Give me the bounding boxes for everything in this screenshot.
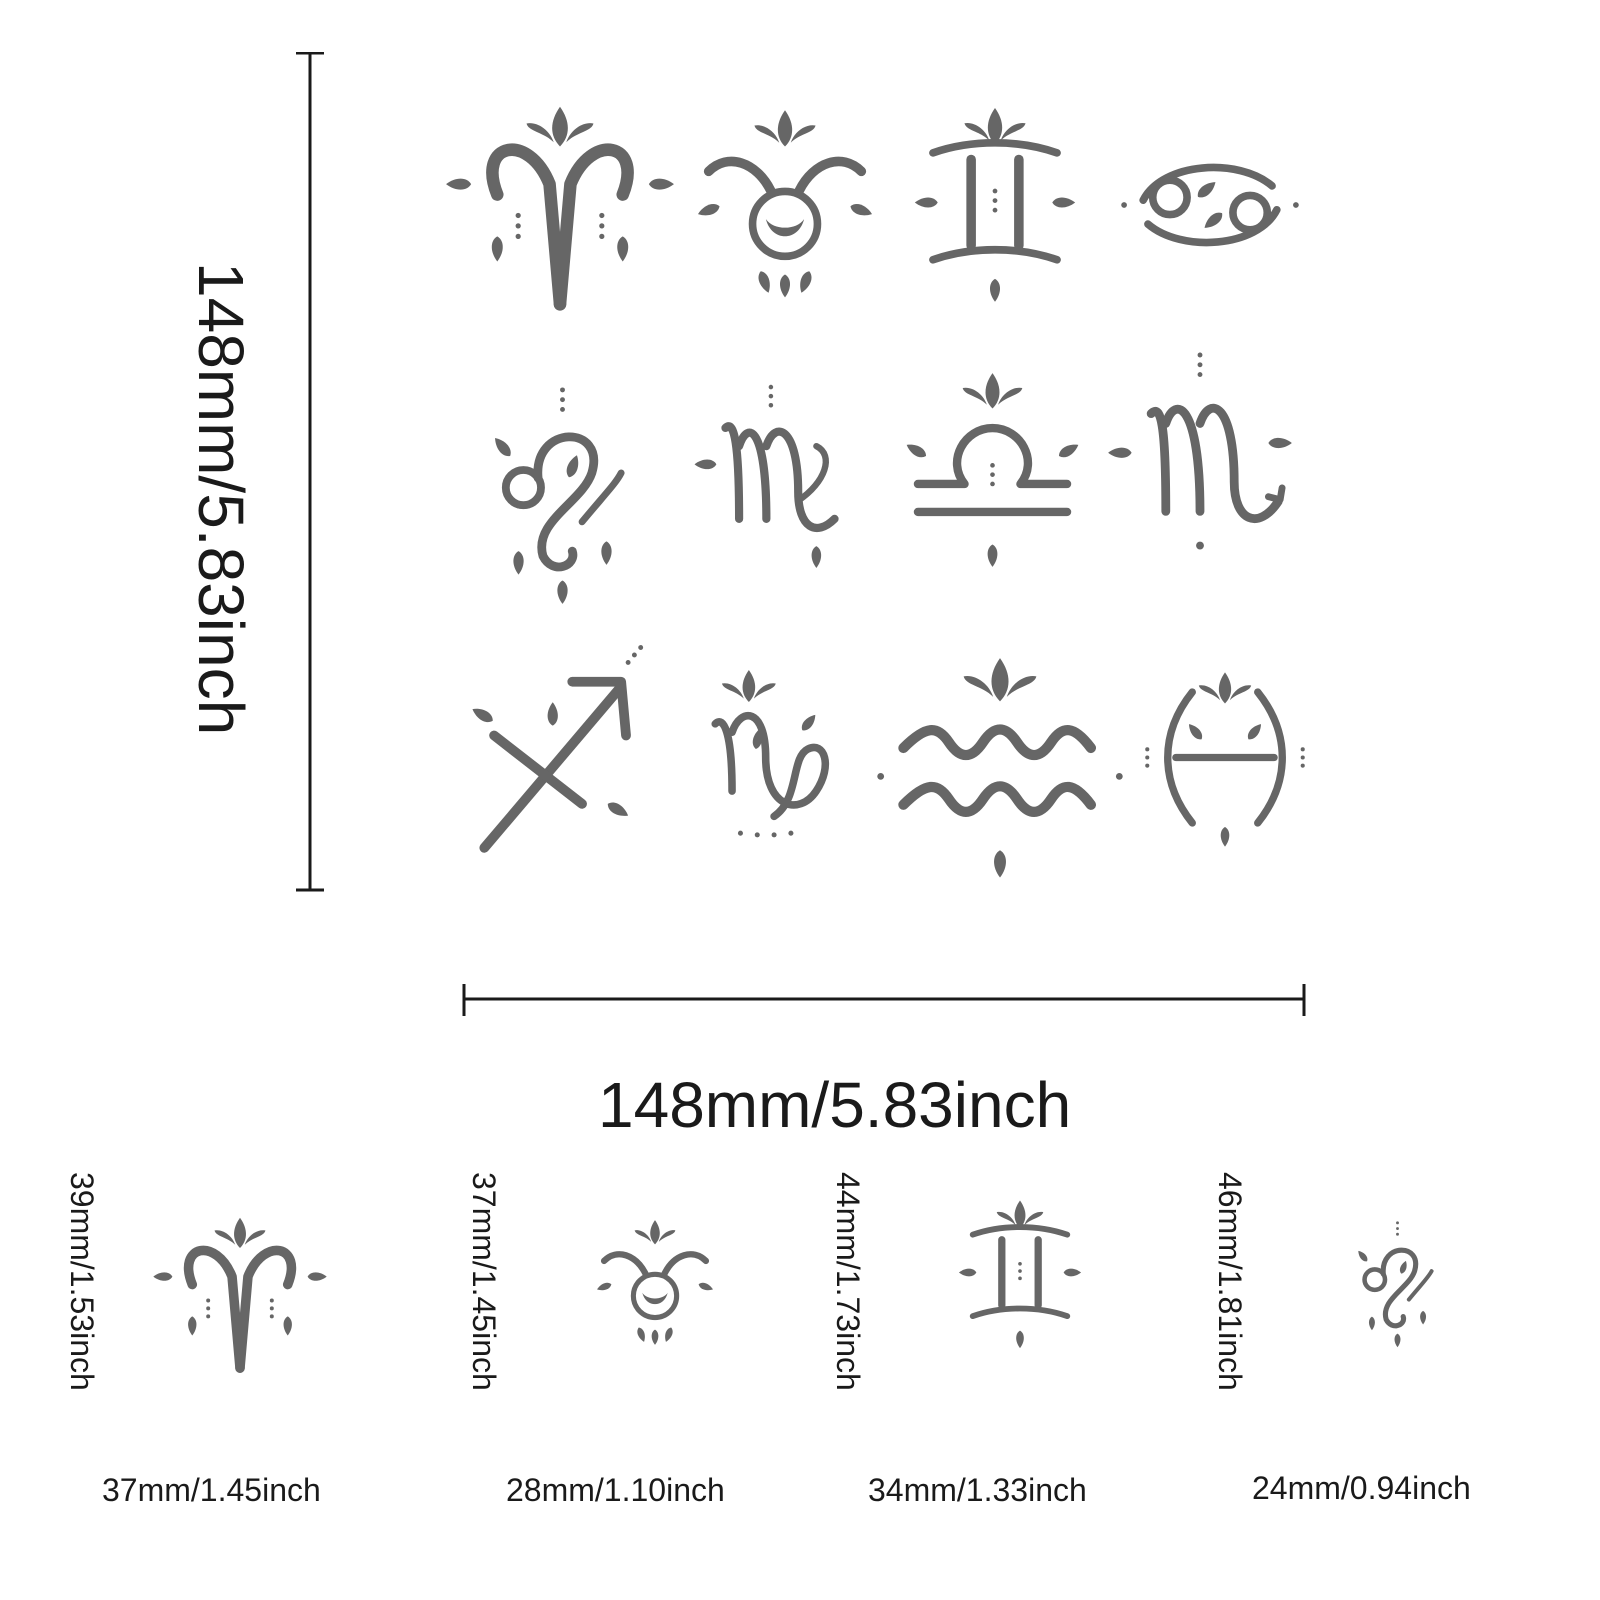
detail-width-label: 24mm/0.94inch xyxy=(1252,1470,1471,1506)
detail-width-label: 37mm/1.45inch xyxy=(102,1472,321,1508)
height-dimension-line xyxy=(296,51,324,892)
stencil-scorpio xyxy=(1085,352,1315,570)
detail-stencil-leo xyxy=(1335,1180,1460,1385)
stencil-aries xyxy=(445,90,675,320)
detail-width-label: 28mm/1.10inch xyxy=(506,1472,725,1508)
capricorn-icon xyxy=(711,670,829,838)
detail-stencil-taurus xyxy=(585,1195,725,1365)
sagittarius-icon xyxy=(469,644,645,853)
detail-height-label: 44mm/1.73inch xyxy=(830,1172,866,1391)
detail-stencil-gemini xyxy=(940,1175,1100,1370)
detail-width-label: 34mm/1.33inch xyxy=(868,1472,1087,1508)
aries-icon xyxy=(446,106,674,311)
detail-stencil-aries xyxy=(150,1205,330,1380)
stencil-leo xyxy=(455,360,670,625)
stencil-aquarius xyxy=(870,640,1130,890)
stencil-capricorn xyxy=(690,645,875,870)
sheet-height-label: 148mm/5.83inch xyxy=(185,262,257,736)
leo-icon xyxy=(491,387,625,604)
stencil-cancer xyxy=(1105,100,1315,310)
width-dimension-line xyxy=(462,984,1306,1016)
sheet-height-dimension xyxy=(290,51,330,892)
sheet-width-dimension xyxy=(462,980,1306,1020)
detail-height-label: 46mm/1.81inch xyxy=(1212,1172,1248,1391)
cancer-icon xyxy=(1121,163,1299,247)
stencil-taurus xyxy=(680,90,890,310)
stencil-gemini xyxy=(890,75,1100,330)
gemini-icon xyxy=(914,108,1076,302)
taurus-icon xyxy=(696,110,874,298)
pisces-icon xyxy=(1145,672,1305,847)
virgo-icon xyxy=(694,384,839,568)
aquarius-icon xyxy=(877,658,1123,878)
taurus-icon xyxy=(595,1220,715,1345)
leo-icon xyxy=(1356,1221,1434,1348)
stencil-virgo xyxy=(680,360,880,605)
detail-height-label: 39mm/1.53inch xyxy=(64,1172,100,1391)
libra-icon xyxy=(904,373,1081,567)
stencil-libra xyxy=(890,345,1095,595)
stencil-pisces xyxy=(1135,625,1315,890)
gemini-icon xyxy=(958,1200,1082,1349)
scorpio-icon xyxy=(1108,352,1292,550)
stencil-sagittarius xyxy=(455,640,670,870)
detail-height-label: 37mm/1.45inch xyxy=(466,1172,502,1391)
sheet-width-label: 148mm/5.83inch xyxy=(598,1069,1072,1141)
aries-icon xyxy=(153,1217,327,1373)
